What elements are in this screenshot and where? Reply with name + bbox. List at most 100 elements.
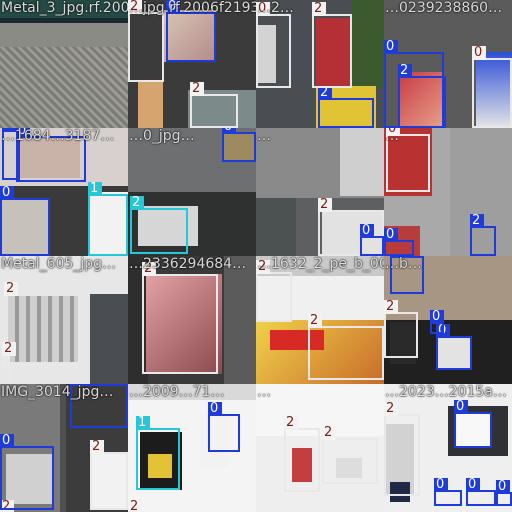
photo-patch	[450, 128, 512, 256]
detection-class-label: 0	[384, 40, 398, 54]
detection-box: 0	[222, 128, 256, 162]
detection-box: 0	[386, 128, 430, 192]
tile-filename: …1632_2_pe_b_00…	[257, 256, 384, 272]
detection-box: 0	[384, 40, 444, 128]
photo-patch	[90, 454, 128, 510]
detection-box: 0	[436, 324, 472, 370]
photo-patch	[390, 482, 410, 502]
detection-class-label: 2	[318, 198, 332, 212]
photo-patch	[0, 0, 128, 18]
photo-patch	[200, 412, 228, 468]
mosaic-tile: …2023…2015a… 0 2 0 0 0	[384, 384, 512, 512]
detection-class-label: 0	[0, 434, 14, 448]
detection-box: 0	[384, 228, 414, 256]
detection-box: 2	[142, 262, 218, 374]
detection-class-label: 2	[128, 500, 142, 512]
detection-class-label: 0	[360, 224, 374, 238]
photo-patch	[384, 128, 432, 196]
photo-patch	[88, 192, 128, 256]
detection-box: 0	[466, 478, 496, 506]
detection-box: 0	[256, 2, 291, 88]
photo-patch	[138, 82, 163, 128]
photo-patch	[340, 128, 384, 196]
photo-patch	[399, 72, 444, 128]
detection-class-label: 2	[308, 314, 322, 328]
photo-patch	[316, 18, 351, 88]
tile-filename: …0239238860…	[385, 0, 503, 16]
mosaic-tile: …1684…3187…00011	[0, 128, 128, 256]
detection-box: 0	[0, 434, 54, 510]
detection-box: 0	[360, 224, 384, 256]
detection-class-label: 2	[284, 416, 298, 430]
detection-class-label: 0	[472, 46, 486, 60]
photo-patch	[224, 256, 256, 384]
photo-patch	[292, 448, 312, 482]
photo-patch	[128, 384, 256, 400]
photo-patch	[256, 198, 296, 256]
detection-class-label: 0	[208, 402, 222, 416]
photo-patch	[164, 10, 216, 62]
photo-patch	[138, 206, 198, 246]
detection-class-label: 1	[88, 182, 102, 196]
tile-filename: Metal_605_jpg…	[1, 256, 117, 272]
detection-class-label: 2	[2, 342, 16, 356]
photo-patch	[188, 90, 256, 128]
detection-class-label: 2	[398, 64, 412, 78]
detection-class-label: 0	[434, 478, 448, 492]
mosaic-tile: …1632_2_pe_b_00…22	[256, 256, 384, 384]
detection-class-label: 0	[16, 128, 30, 138]
mosaic-tile: …2… 2 0 2	[256, 0, 384, 128]
detection-class-label: 0	[0, 186, 14, 200]
detection-class-label: 2	[4, 282, 18, 296]
detection-box: 2	[312, 2, 352, 88]
detection-box: 0	[70, 384, 128, 428]
mosaic-tile: …b…0002	[384, 256, 512, 384]
detection-class-label: 2	[318, 86, 332, 100]
detection-box: 0	[0, 186, 50, 256]
detection-box: 2	[318, 86, 374, 128]
detection-box: 0	[496, 480, 512, 506]
detection-class-label: 0	[430, 310, 444, 324]
detection-class-label: 0	[386, 128, 400, 136]
photo-patch	[0, 198, 48, 256]
detection-box: 0	[2, 128, 20, 180]
tile-filename: …2023…2015a…	[385, 384, 507, 400]
detection-box: 0	[390, 256, 424, 294]
photo-patch	[20, 138, 80, 178]
detection-class-label: 0	[496, 480, 510, 494]
detection-class-label: 2	[142, 262, 156, 276]
detection-class-label: 0	[2, 128, 16, 132]
detection-class-label: 0	[390, 256, 404, 258]
detection-class-label: 0	[256, 2, 270, 16]
detection-box: 2	[256, 260, 292, 322]
detection-box: 2	[322, 426, 378, 484]
detection-box: 2	[128, 0, 164, 82]
photo-patch	[336, 458, 362, 478]
detection-box: 2	[2, 342, 16, 384]
detection-box: 2	[470, 214, 496, 256]
detection-box: 0	[472, 46, 512, 128]
mosaic-tile: Metal_3_jpg.rf.2006f21932084…	[0, 0, 128, 128]
detection-class-label: 1	[136, 416, 150, 430]
detection-class-label: 2	[256, 260, 270, 274]
detection-class-label: 0	[166, 0, 180, 14]
mosaic-tile: …jpg.rf.2006f21932084…022	[128, 0, 256, 128]
photo-patch	[456, 412, 490, 446]
photo-patch	[476, 52, 512, 128]
detection-class-label: 2	[312, 2, 326, 16]
detection-class-label: 0	[222, 128, 236, 134]
detection-class-label: 2	[190, 82, 204, 96]
detection-box: 0	[166, 0, 216, 62]
detection-box: 2	[130, 196, 188, 254]
detection-class-label: 2	[90, 440, 104, 454]
detection-box: 0	[208, 402, 240, 452]
photo-patch	[352, 0, 384, 88]
detection-box: 2	[384, 300, 418, 358]
mosaic-tile: …0239238860… 2 0 0	[384, 0, 512, 128]
detection-class-label: 2	[128, 0, 142, 14]
detection-box: 1	[136, 416, 180, 490]
detection-box: 0	[430, 310, 444, 334]
photo-patch	[90, 294, 128, 384]
detection-box: 2	[318, 198, 384, 256]
